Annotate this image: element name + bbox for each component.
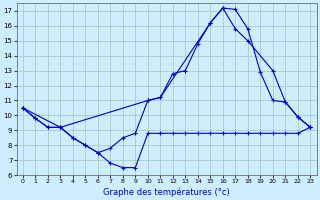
X-axis label: Graphe des températures (°c): Graphe des températures (°c): [103, 187, 230, 197]
